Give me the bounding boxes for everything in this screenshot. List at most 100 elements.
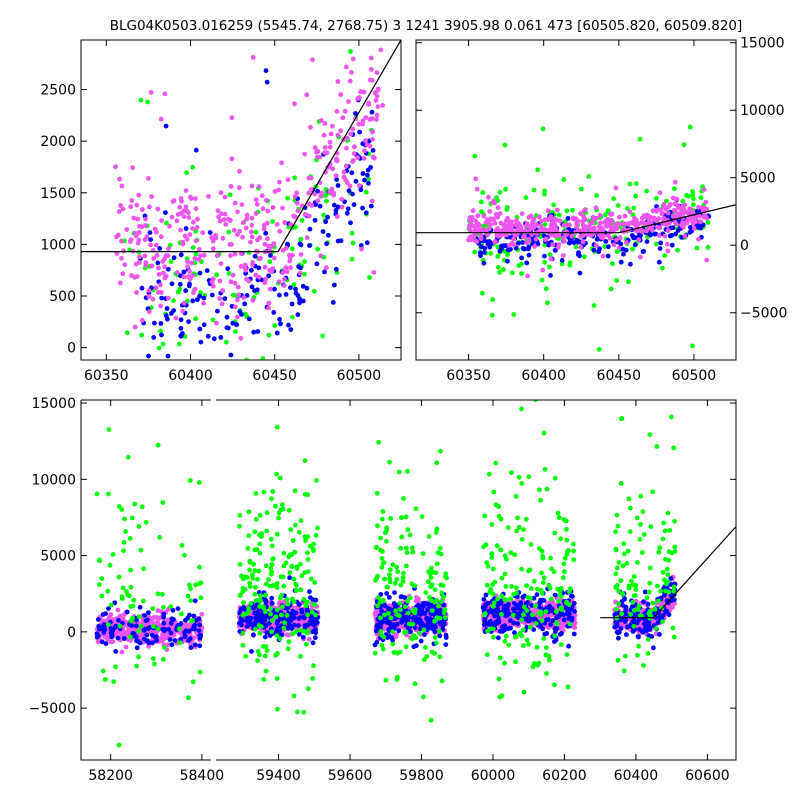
point-blue (113, 649, 118, 654)
point-green (498, 190, 503, 195)
point-blue (202, 322, 207, 327)
point-green (521, 612, 526, 617)
point-blue (502, 628, 507, 633)
point-green (496, 265, 501, 270)
point-blue (161, 612, 166, 617)
point-green (492, 580, 497, 585)
point-green (258, 551, 263, 556)
point-green (214, 272, 219, 277)
point-pink (172, 198, 177, 203)
point-pink (128, 204, 133, 209)
point-blue (192, 624, 197, 629)
point-pink (296, 208, 301, 213)
point-blue (134, 634, 139, 639)
point-pink (466, 238, 471, 243)
point-green (293, 582, 298, 587)
point-pink (666, 249, 671, 254)
point-green (511, 613, 516, 618)
y-tick-label: 0 (740, 238, 749, 254)
point-green (519, 407, 524, 412)
point-blue (179, 326, 184, 331)
point-blue (203, 361, 208, 366)
point-blue (140, 488, 145, 493)
point-green (682, 142, 687, 147)
point-green (552, 569, 557, 574)
point-green (268, 606, 273, 611)
point-blue (508, 618, 513, 623)
point-pink (271, 205, 276, 210)
point-pink (342, 170, 347, 175)
point-blue (399, 620, 404, 625)
point-blue (289, 624, 294, 629)
point-pink (372, 156, 377, 161)
point-green (616, 203, 621, 208)
point-blue (225, 315, 230, 320)
point-blue (645, 239, 650, 244)
point-blue (193, 642, 198, 647)
point-blue (206, 334, 211, 339)
point-blue (182, 630, 187, 635)
point-pink (475, 187, 480, 192)
point-pink (331, 193, 336, 198)
point-green (503, 572, 508, 577)
point-pink (370, 137, 375, 142)
point-green (382, 612, 387, 617)
point-pink (195, 225, 200, 230)
point-pink (578, 234, 583, 239)
point-green (168, 604, 173, 609)
point-pink (662, 205, 667, 210)
point-green (248, 584, 253, 589)
point-pink (188, 195, 193, 200)
point-pink (327, 189, 332, 194)
point-green (514, 529, 519, 534)
point-green (134, 664, 139, 669)
point-green (421, 551, 426, 556)
point-green (364, 190, 369, 195)
point-pink (254, 211, 259, 216)
point-blue (176, 606, 181, 611)
point-pink (124, 645, 129, 650)
point-green (438, 546, 443, 551)
point-green (565, 652, 570, 657)
point-green (699, 195, 704, 200)
point-pink (244, 217, 249, 222)
point-pink (213, 233, 218, 238)
point-green (564, 538, 569, 543)
point-pink (592, 226, 597, 231)
point-pink (166, 246, 171, 251)
point-blue (170, 281, 175, 286)
point-pink (594, 243, 599, 248)
point-green (524, 195, 529, 200)
point-pink (267, 268, 272, 273)
point-blue (578, 271, 583, 276)
point-pink (676, 205, 681, 210)
point-blue (168, 362, 173, 367)
point-pink (184, 188, 189, 193)
point-green (526, 642, 531, 647)
point-green (177, 626, 182, 631)
point-green (490, 297, 495, 302)
y-tick-label: 1500 (40, 186, 76, 202)
point-pink (499, 233, 504, 238)
point-green (246, 546, 251, 551)
point-green (279, 613, 284, 618)
point-green (308, 544, 313, 549)
point-blue (554, 638, 559, 643)
point-pink (237, 229, 242, 234)
point-green (562, 569, 567, 574)
point-pink (254, 197, 259, 202)
point-blue (606, 254, 611, 259)
point-blue (150, 640, 155, 645)
point-pink (589, 233, 594, 238)
point-green (298, 587, 303, 592)
point-pink (170, 215, 175, 220)
y-tick-label: 5000 (740, 171, 776, 187)
point-blue (172, 255, 177, 260)
point-blue (183, 288, 188, 293)
point-pink (588, 220, 593, 225)
points-top-left (113, 0, 385, 493)
point-blue (339, 238, 344, 243)
point-green (246, 606, 251, 611)
